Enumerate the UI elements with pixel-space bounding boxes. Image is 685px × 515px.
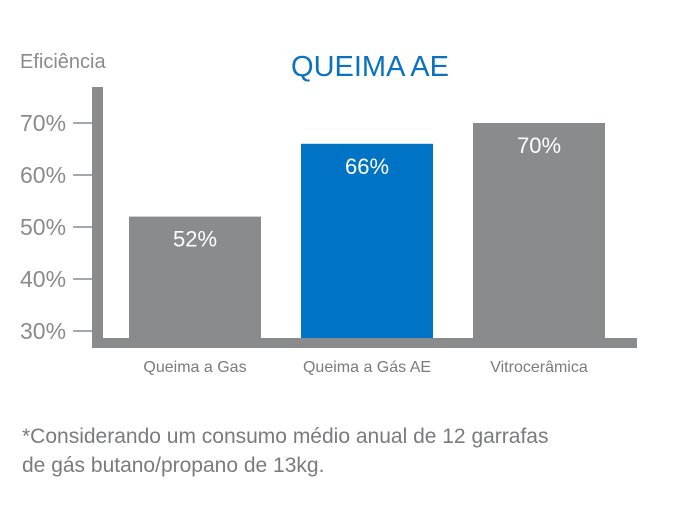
bar-value-label: 70% — [517, 133, 561, 158]
value-labels: 52% 66% 70% — [173, 133, 561, 252]
bar-value-label: 52% — [173, 227, 217, 252]
category-label: Vitrocerâmica — [490, 359, 588, 376]
y-tick-label: 50% — [20, 214, 66, 240]
chart-title: QUEIMA AE — [291, 51, 449, 83]
bar — [129, 216, 261, 338]
y-tick-label: 60% — [20, 162, 66, 188]
y-tick-label: 40% — [20, 266, 66, 292]
footnote-line-2: de gás butano/propano de 13kg. — [22, 454, 325, 477]
y-tick-label: 30% — [20, 318, 66, 344]
y-tick-label: 70% — [20, 110, 66, 136]
y-axis-line — [92, 87, 103, 348]
bar-value-label: 66% — [345, 154, 389, 179]
y-axis-ticks: 30% 40% 50% 60% 70% — [20, 110, 92, 344]
footnote: *Considerando um consumo médio anual de … — [22, 422, 662, 480]
category-label: Queima a Gás AE — [303, 359, 431, 376]
efficiency-bar-chart: Eficiência QUEIMA AE 30% 40% 50% 60% 70% 52%… — [20, 51, 637, 376]
y-axis-label: Eficiência — [20, 51, 106, 73]
bar — [301, 143, 433, 338]
footnote-line-1: *Considerando um consumo médio anual de … — [22, 425, 549, 448]
bars — [129, 123, 605, 338]
category-labels: Queima a Gas Queima a Gás AE Vitrocerâmica — [143, 359, 587, 376]
bar — [473, 123, 605, 338]
category-label: Queima a Gas — [143, 359, 246, 376]
x-axis-line — [92, 338, 637, 348]
